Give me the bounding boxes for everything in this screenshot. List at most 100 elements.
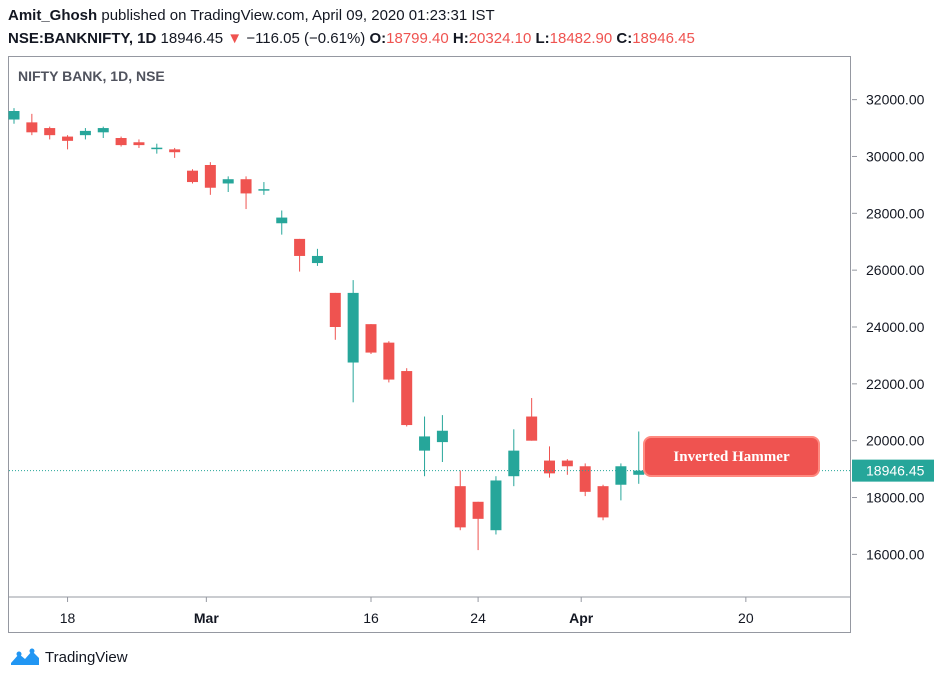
open-value: 18799.40 <box>386 30 449 47</box>
high-value: 20324.10 <box>468 30 532 47</box>
price-tick-label: 28000.00 <box>866 205 925 221</box>
candle-body <box>472 501 484 519</box>
candle-body <box>169 149 181 153</box>
price-tick-label: 24000.00 <box>866 319 925 335</box>
time-axis: 18 Mar 16 24 Apr 20 <box>60 597 754 626</box>
candle-body <box>633 470 645 475</box>
candle <box>8 108 20 124</box>
open-label: O: <box>369 30 387 47</box>
candles-group <box>8 108 851 551</box>
close-label: C: <box>616 30 633 47</box>
annotation-box <box>643 436 820 477</box>
price-tick-label: 30000.00 <box>866 148 925 164</box>
candle-body <box>26 122 38 133</box>
price-tick-label: 32000.00 <box>866 92 925 108</box>
candle-body <box>329 292 341 327</box>
last-price-label: 18946.45 <box>866 463 925 479</box>
high-label: H: <box>452 30 469 47</box>
tradingview-logo[interactable]: TradingView <box>10 648 128 666</box>
candle <box>526 398 538 441</box>
candle <box>115 136 127 147</box>
candle-body <box>240 179 252 194</box>
time-tick-label: 20 <box>738 610 754 626</box>
candle <box>204 162 216 195</box>
candle-body <box>79 130 91 136</box>
candle <box>187 169 198 184</box>
candle-body <box>544 460 555 474</box>
change-value: −116.05 (−0.61%) <box>246 30 366 47</box>
symbol-label: NSE:BANKNIFTY, 1D <box>8 30 157 47</box>
candle-body <box>187 170 198 183</box>
candle-body <box>151 147 163 150</box>
time-tick-label: Mar <box>194 610 219 626</box>
candle-body <box>508 450 520 477</box>
candle <box>615 463 627 501</box>
author-name[interactable]: Amit_Ghosh <box>8 7 98 24</box>
candle-body <box>258 189 270 191</box>
candle-body <box>347 292 359 363</box>
candle-body <box>383 342 395 380</box>
price-tick-label: 26000.00 <box>866 262 925 278</box>
close-value: 18946.45 <box>632 30 695 47</box>
candle <box>133 139 145 148</box>
candle-body <box>436 430 448 443</box>
candle <box>276 210 288 235</box>
candle <box>240 176 252 210</box>
candle-body <box>8 111 20 120</box>
candle <box>508 429 520 487</box>
price-tick-label: 20000.00 <box>866 433 925 449</box>
publish-info: Amit_Ghosh published on TradingView.com,… <box>8 7 495 24</box>
candle <box>419 416 431 477</box>
tradingview-logo-icon <box>11 648 39 665</box>
price-tick-label: 22000.00 <box>866 376 925 392</box>
candle-body <box>490 480 502 531</box>
price-axis: 16000.00 18000.00 20000.00 22000.00 24000.00… <box>852 92 934 562</box>
candle <box>472 501 484 551</box>
candle-body <box>454 486 466 528</box>
candle <box>311 248 323 266</box>
symbol-info: NSE:BANKNIFTY, 1D 18946.45 ▼ −116.05 (−0… <box>8 30 695 47</box>
candle <box>383 341 395 383</box>
candle-body <box>276 217 288 224</box>
time-tick-label: 16 <box>363 610 379 626</box>
tradingview-brand: TradingView <box>45 648 128 666</box>
last-price-badge <box>852 459 934 482</box>
candle <box>454 470 466 531</box>
candle <box>294 238 306 272</box>
candle-body <box>561 460 573 467</box>
candle <box>97 126 109 138</box>
candle <box>401 368 413 427</box>
price-value: 18946.45 <box>160 30 224 47</box>
price-tick-label: 16000.00 <box>866 546 925 562</box>
candle <box>365 324 377 354</box>
candle <box>347 280 359 403</box>
candle-body <box>204 165 216 188</box>
candle <box>258 182 270 195</box>
candle <box>79 128 91 140</box>
candle-body <box>597 486 609 518</box>
published-text: published on TradingView.com, April 09, … <box>97 7 495 24</box>
down-arrow-icon: ▼ <box>227 30 243 47</box>
candle-body <box>44 128 56 136</box>
candle <box>62 135 74 150</box>
candle-body <box>419 436 431 451</box>
candle-body <box>62 136 74 141</box>
candle-body <box>401 371 413 426</box>
candle <box>544 446 555 478</box>
candle <box>26 113 38 136</box>
candle-body <box>615 466 627 485</box>
candle <box>633 431 645 484</box>
candle-body <box>97 128 109 133</box>
candle-body <box>526 416 538 441</box>
candle-body <box>365 324 377 353</box>
chart-title: NIFTY BANK, 1D, NSE <box>18 68 165 84</box>
candle-body <box>222 179 234 184</box>
time-tick-label: 18 <box>60 610 76 626</box>
annotations-group: Inverted Hammer <box>643 436 820 477</box>
candle <box>151 143 163 154</box>
time-tick-label: Apr <box>569 610 594 626</box>
chart-frame <box>8 56 851 633</box>
candle <box>561 459 573 475</box>
candle <box>436 415 448 462</box>
